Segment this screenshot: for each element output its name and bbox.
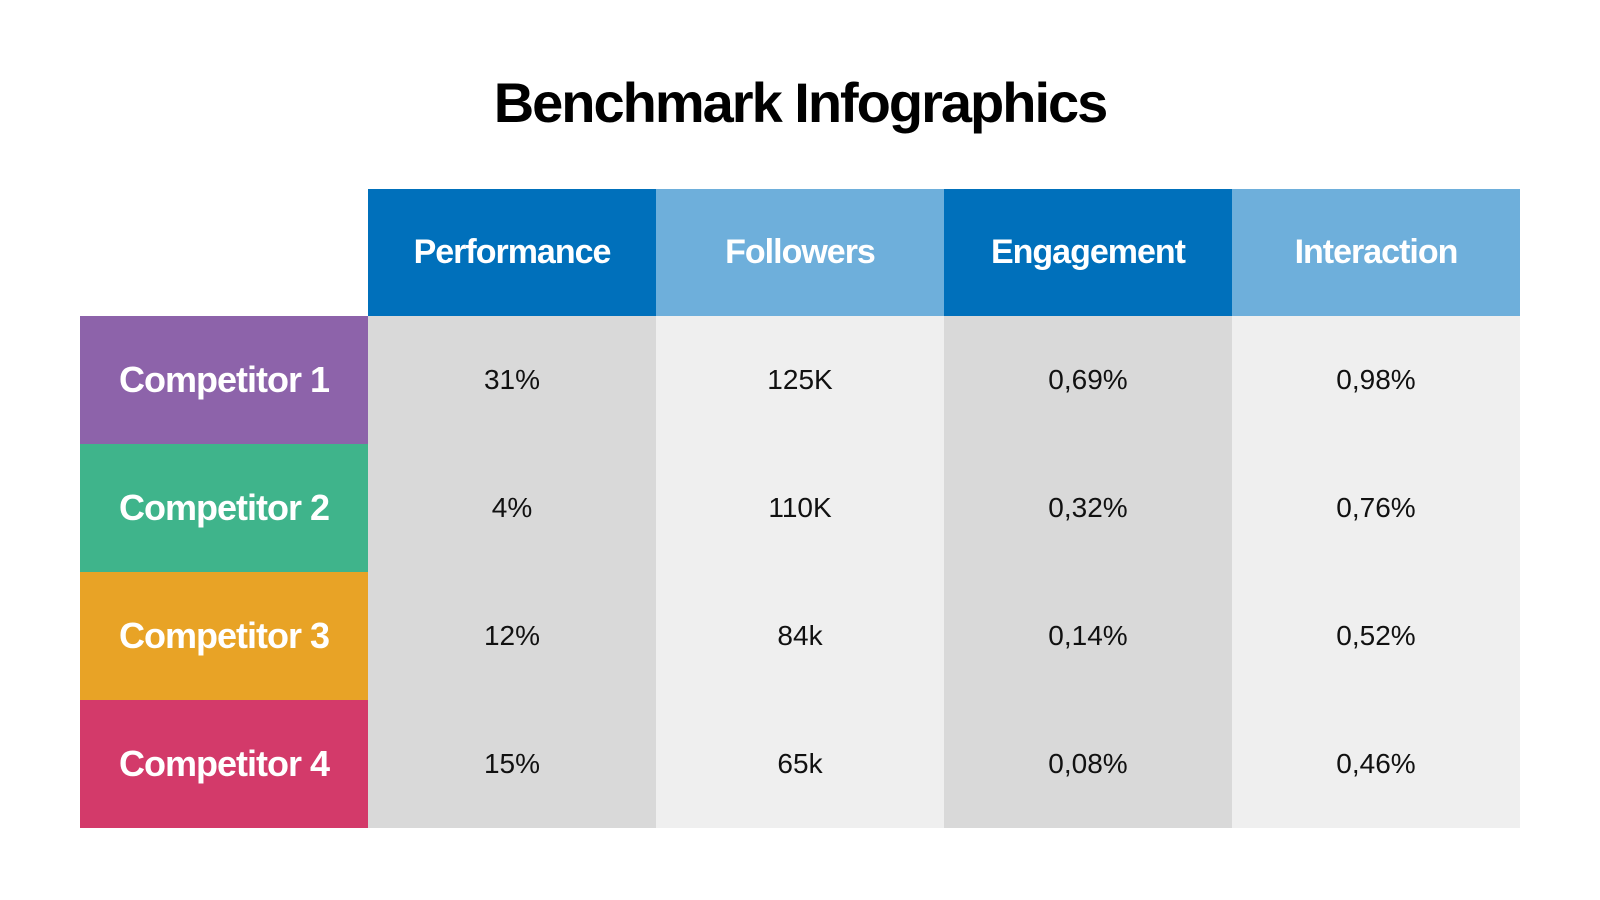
- table-cell: 0,46%: [1232, 700, 1520, 828]
- table-cell: 0,08%: [944, 700, 1232, 828]
- row-label: Competitor 3: [80, 572, 368, 700]
- table-cell: 0,14%: [944, 572, 1232, 700]
- column-header: Performance: [368, 189, 656, 316]
- row-label: Competitor 2: [80, 444, 368, 572]
- table-cell: 0,69%: [944, 316, 1232, 444]
- table-cell: 65k: [656, 700, 944, 828]
- table-cell: 125K: [656, 316, 944, 444]
- column-header: Interaction: [1232, 189, 1520, 316]
- table-cell: 84k: [656, 572, 944, 700]
- table-cell: 15%: [368, 700, 656, 828]
- table-cell: 0,52%: [1232, 572, 1520, 700]
- row-label: Competitor 1: [80, 316, 368, 444]
- column-header: Followers: [656, 189, 944, 316]
- slide-title: Benchmark Infographics: [493, 71, 1109, 134]
- table-cell: 0,32%: [944, 444, 1232, 572]
- table-cell: 31%: [368, 316, 656, 444]
- row-label: Competitor 4: [80, 700, 368, 828]
- table-cell: 0,98%: [1232, 316, 1520, 444]
- table-cell: 12%: [368, 572, 656, 700]
- column-header: Engagement: [944, 189, 1232, 316]
- table-cell: 0,76%: [1232, 444, 1520, 572]
- table-cell: 4%: [368, 444, 656, 572]
- table-cell: 110K: [656, 444, 944, 572]
